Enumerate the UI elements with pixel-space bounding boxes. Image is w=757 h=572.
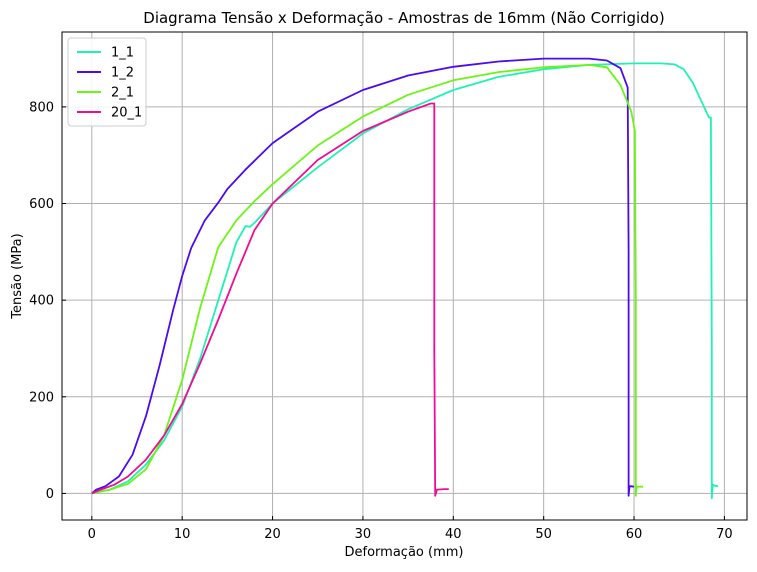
- x-axis-label: Deformação (mm): [345, 545, 464, 560]
- x-tick-label: 10: [174, 527, 191, 542]
- y-tick-label: 800: [29, 100, 54, 115]
- x-tick-label: 70: [716, 527, 733, 542]
- x-tick-label: 60: [626, 527, 643, 542]
- legend-label: 2_1: [111, 86, 134, 101]
- legend-label: 1_1: [111, 46, 134, 61]
- x-tick-label: 0: [88, 527, 96, 542]
- legend-label: 1_2: [111, 66, 134, 81]
- x-tick-label: 40: [445, 527, 462, 542]
- x-tick-label: 50: [535, 527, 552, 542]
- y-tick-label: 200: [29, 390, 54, 405]
- chart-title: Diagrama Tensão x Deformação - Amostras …: [143, 9, 664, 27]
- legend: 1_1 1_2 2_1 20_1: [68, 38, 146, 126]
- y-tick-label: 600: [29, 197, 54, 212]
- x-tick-label: 30: [355, 527, 372, 542]
- y-tick-label: 0: [46, 487, 54, 502]
- y-axis-label: Tensão (MPa): [10, 233, 25, 319]
- x-tick-label: 20: [264, 527, 281, 542]
- y-tick-label: 400: [29, 294, 54, 309]
- legend-label: 20_1: [111, 106, 142, 121]
